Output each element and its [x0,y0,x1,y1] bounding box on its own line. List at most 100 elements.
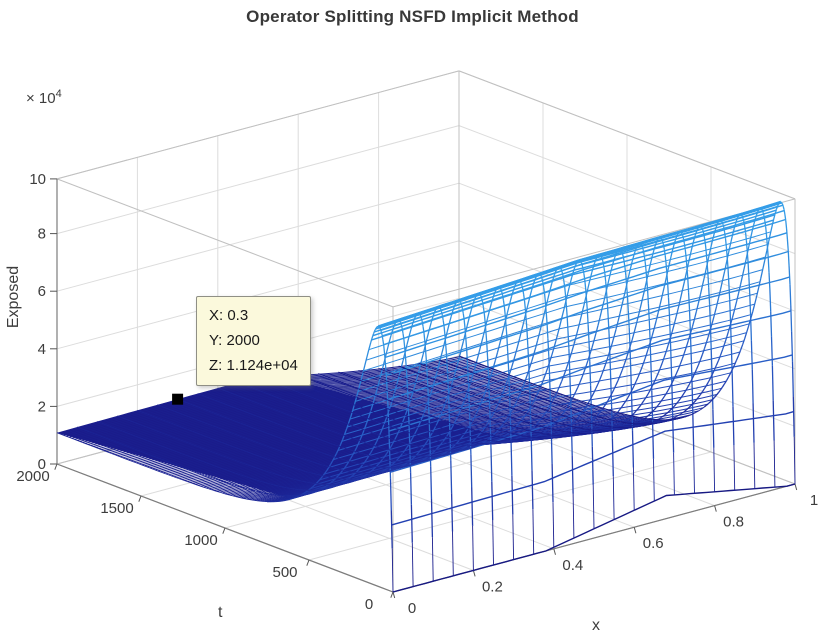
mesh-t-line-seg [693,411,697,414]
mesh-t-line-seg [591,446,594,485]
mesh-t-line-seg [335,431,340,435]
mesh-t-line-seg [773,440,776,488]
mesh-t-line-seg [555,391,560,394]
mesh-t-line-seg [175,424,180,427]
mesh-t-line-seg [446,392,450,399]
mesh-t-line-seg [409,432,414,435]
mesh-t-line-seg [398,319,401,322]
mesh-t-line-seg [468,419,473,423]
mesh-t-line-seg [362,428,366,434]
mesh-t-line-seg [537,388,541,394]
mesh-t-line-seg [641,361,645,368]
mesh-t-line-seg [539,432,544,435]
mesh-t-line-seg [431,415,437,419]
mesh-t-line-seg [368,392,374,395]
mesh-t-line-seg [440,453,444,456]
mesh-t-line-seg [220,492,226,495]
mesh-t-line-seg [643,255,646,262]
mesh-t-line-seg [500,423,504,427]
mesh-t-line-seg [466,317,470,326]
mesh-t-line-seg [657,417,661,420]
mesh-t-line-seg [334,379,340,383]
mesh-t-line-seg [768,272,771,291]
mesh-t-line-seg [542,426,547,429]
mesh-t-line-seg [599,409,603,413]
mesh-t-line-seg [442,441,448,444]
mesh-t-line-seg [502,295,505,301]
datatip-layer[interactable] [172,393,184,405]
mesh-t-line-seg [366,464,371,467]
mesh-t-line-seg [319,391,325,394]
mesh-t-line-seg [603,267,606,274]
mesh-t-line-seg [504,312,509,321]
mesh-t-line-seg [405,368,408,384]
mesh-t-line-seg [274,448,280,452]
mesh-t-line-seg [235,472,241,476]
mesh-t-line-seg [362,416,368,419]
mesh-t-line-seg [615,425,619,428]
mesh-t-line-seg [134,435,140,438]
mesh-t-line-seg [420,354,424,363]
datatip-line-x: X: 0.3 [209,307,249,324]
mesh-t-line-seg [512,514,515,560]
mesh-t-line-seg [537,420,540,424]
mesh-t-line-seg [117,415,122,418]
mesh-t-line-seg [458,299,461,302]
x-tick-label: 1 [810,492,818,509]
mesh-t-line-seg [627,416,631,420]
mesh-t-line-seg [771,365,774,401]
mesh-t-line-seg [477,431,483,434]
mesh-t-line-seg [440,409,444,415]
mesh-t-line-seg [497,381,503,385]
grid-line [458,125,796,255]
mesh-t-line-seg [110,439,116,442]
mesh-t-line-seg [563,430,568,433]
mesh-t-line-seg [387,406,390,427]
mesh-t-line-seg [315,437,320,440]
mesh-t-line-seg [583,406,587,411]
mesh-t-line-seg [235,407,240,411]
mesh-t-line-seg [641,247,645,251]
mesh-t-line-seg [729,368,734,374]
mesh-t-line-seg [574,263,577,266]
mesh-t-line-seg [422,326,425,334]
datatip-marker[interactable] [172,393,184,405]
mesh-t-line-seg [679,395,683,400]
x-tick-mark [553,548,556,555]
mesh-t-line-seg [619,248,622,251]
mesh-t-line-seg [171,436,177,439]
mesh-t-line-seg [190,469,195,472]
mesh-t-line-seg [544,409,550,412]
mesh-t-line-seg [400,465,405,468]
mesh-t-line-seg [287,497,293,501]
mesh-t-line-seg [505,324,508,338]
mesh-t-line-seg [390,463,394,467]
mesh-t-line-seg [597,254,600,256]
mesh-t-line-seg [461,433,467,436]
mesh-t-line-seg [467,441,472,443]
mesh-t-line-seg [323,384,328,387]
mesh-t-line-seg [323,487,329,490]
mesh-t-line-seg [490,296,495,304]
mesh-t-line-seg [577,321,581,331]
mesh-t-line-seg [354,396,358,404]
mesh-t-line-seg [691,380,694,413]
mesh-t-line-seg [76,426,82,430]
mesh-t-line-seg [488,366,493,370]
mesh-t-line-seg [317,478,321,482]
mesh-t-line-seg [443,411,448,414]
mesh-t-line-seg [533,278,536,282]
mesh-t-line-seg [430,315,434,323]
mesh-t-line-seg [325,465,330,468]
mesh-t-line-seg [628,327,631,348]
mesh-t-line-seg [352,437,357,441]
mesh-t-line-seg [381,397,386,400]
mesh-t-line-seg [579,427,584,430]
mesh-t-line-seg [682,238,686,244]
mesh-t-line-seg [340,399,346,402]
mesh-t-line-seg [315,480,319,484]
mesh-t-line-seg [731,309,736,318]
datatip-box[interactable]: X: 0.3 Y: 2000 Z: 1.124e+04 [196,296,311,387]
mesh-t-line-seg [784,214,787,221]
